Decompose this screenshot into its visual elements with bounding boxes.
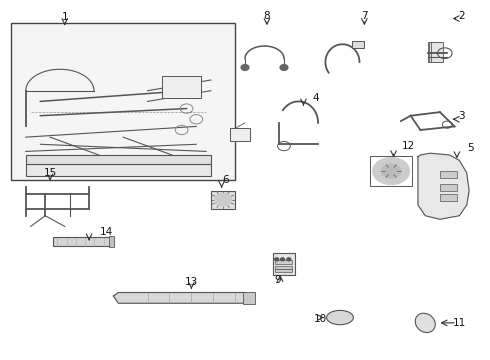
Bar (428, 42, 440, 62)
Bar (52, 237, 111, 246)
Bar (275, 269, 292, 272)
Bar (162, 76, 201, 98)
Text: 9: 9 (275, 275, 281, 285)
Polygon shape (114, 293, 255, 303)
Text: 5: 5 (467, 143, 474, 153)
Text: 1: 1 (61, 13, 68, 22)
Bar (429, 42, 441, 62)
Text: 3: 3 (459, 111, 465, 121)
Text: 7: 7 (361, 11, 368, 21)
Circle shape (281, 258, 285, 261)
Ellipse shape (327, 310, 353, 325)
Circle shape (287, 258, 291, 261)
Text: 11: 11 (453, 318, 466, 328)
Bar (352, 41, 365, 48)
Bar (109, 237, 115, 247)
Circle shape (241, 64, 249, 70)
Bar (275, 266, 292, 269)
Ellipse shape (415, 313, 435, 333)
Bar (275, 260, 292, 264)
Circle shape (373, 157, 410, 185)
Circle shape (381, 164, 401, 178)
Bar (11, 23, 235, 180)
Polygon shape (418, 153, 469, 219)
Bar (440, 171, 457, 178)
Bar (440, 184, 457, 191)
Circle shape (275, 258, 279, 261)
Bar (211, 191, 235, 208)
Text: 14: 14 (99, 227, 113, 237)
Text: 4: 4 (312, 93, 319, 103)
Text: 13: 13 (185, 277, 198, 287)
Bar (273, 253, 294, 275)
Text: 15: 15 (44, 168, 57, 178)
Text: 6: 6 (222, 175, 229, 185)
Bar (440, 194, 457, 202)
Text: 10: 10 (314, 314, 327, 324)
Text: 12: 12 (402, 141, 415, 151)
Text: 8: 8 (264, 11, 270, 21)
Circle shape (280, 64, 288, 70)
Bar (243, 292, 255, 304)
Circle shape (214, 193, 232, 206)
Bar (230, 128, 250, 141)
Text: 2: 2 (459, 11, 465, 21)
Bar (431, 42, 443, 62)
Bar (26, 155, 211, 164)
Bar (26, 164, 211, 176)
Bar (370, 156, 412, 186)
